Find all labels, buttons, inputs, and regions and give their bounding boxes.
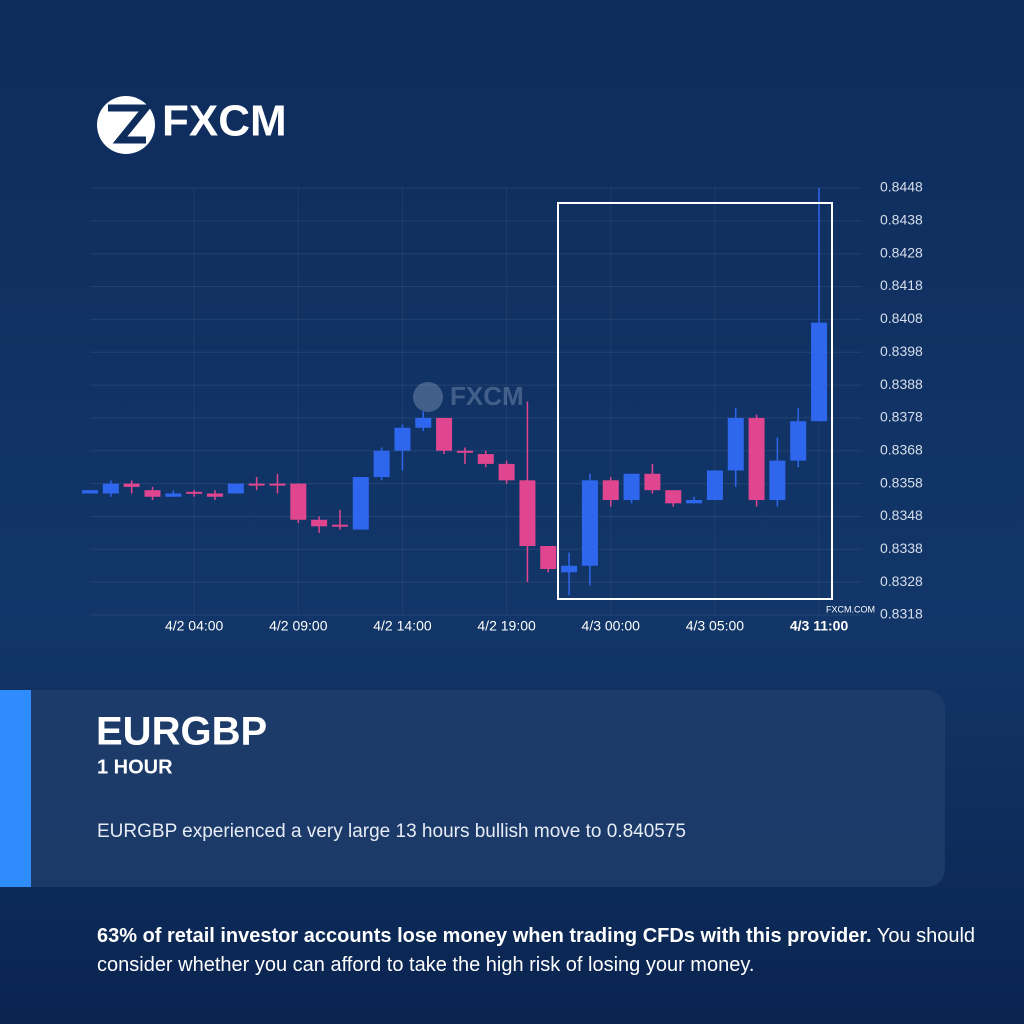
candle-body (706, 470, 723, 501)
timeframe: 1 HOUR (97, 756, 173, 778)
candle-body (394, 427, 411, 451)
x-tick-label: 4/2 09:00 (269, 618, 328, 634)
y-tick-label: 0.8418 (880, 277, 923, 293)
card-accent (0, 690, 31, 887)
candle-body (436, 417, 453, 451)
candle-body (311, 519, 328, 527)
highlight-box (557, 202, 833, 600)
candle-body (456, 450, 473, 453)
candle-body (290, 483, 307, 520)
candle-body (165, 493, 182, 497)
y-tick-label: 0.8368 (880, 441, 923, 457)
y-tick-label: 0.8388 (880, 376, 923, 392)
card (0, 690, 945, 887)
y-tick-label: 0.8438 (880, 212, 923, 228)
candle-body (415, 417, 432, 428)
x-tick-label: 4/3 00:00 (582, 618, 641, 634)
candle-body (186, 491, 203, 494)
symbol: EURGBP (96, 710, 267, 754)
x-tick-label: 4/2 14:00 (373, 618, 432, 634)
disclaimer: 63% of retail investor accounts lose mon… (97, 922, 977, 980)
candle-body (769, 460, 786, 501)
disclaimer-text: You should consider whether you can affo… (97, 925, 976, 976)
candle-body (790, 421, 807, 461)
candle-body (373, 450, 390, 478)
candle-body (248, 483, 265, 486)
x-tick-label: 4/3 05:00 (686, 618, 745, 634)
candle-body (144, 490, 161, 497)
candle-body (686, 500, 703, 504)
logo-z (108, 104, 154, 144)
x-tick-label: 4/3 11:00 (790, 618, 849, 634)
y-tick-label: 0.8428 (880, 244, 923, 260)
candle-body (352, 477, 369, 530)
candle-body (748, 417, 765, 501)
candle-body (623, 473, 640, 501)
candle-body (498, 463, 515, 481)
logo: FXCM (97, 96, 287, 154)
candle-body (644, 473, 661, 491)
disclaimer-bold: 63% of retail investor accounts lose mon… (97, 925, 872, 947)
y-tick-label: 0.8348 (880, 507, 923, 523)
candle-body (206, 493, 223, 497)
watermark-mark (413, 382, 443, 412)
y-tick-label: 0.8408 (880, 310, 923, 326)
y-tick-label: 0.8378 (880, 409, 923, 425)
candle-body (665, 490, 682, 504)
y-tick-label: 0.8358 (880, 474, 923, 490)
candle-body (811, 322, 828, 422)
candle-body (602, 480, 619, 501)
y-tick-label: 0.8318 (880, 606, 923, 622)
candle-body (331, 524, 348, 527)
candle-body (269, 483, 286, 486)
source: FXCM.COM (826, 604, 875, 614)
candle-body (727, 417, 744, 471)
candle-body (477, 454, 494, 464)
description: EURGBP experienced a very large 13 hours… (97, 821, 686, 842)
x-tick-label: 4/2 19:00 (477, 618, 536, 634)
watermark: FXCM (413, 381, 524, 412)
candle-body (540, 546, 557, 570)
candle-body (82, 490, 98, 494)
y-tick-label: 0.8448 (880, 179, 923, 195)
logo-text: FXCM (162, 97, 287, 146)
candle-body (581, 480, 598, 566)
y-tick-label: 0.8398 (880, 343, 923, 359)
watermark-text: FXCM (450, 381, 524, 411)
candle-body (519, 480, 536, 547)
candle-body (561, 565, 578, 573)
candle-body (227, 483, 244, 494)
candle-body (123, 483, 140, 487)
x-tick-label: 4/2 04:00 (165, 618, 224, 634)
candle-body (102, 483, 119, 494)
y-tick-label: 0.8328 (880, 573, 923, 589)
y-tick-label: 0.8338 (880, 540, 923, 556)
